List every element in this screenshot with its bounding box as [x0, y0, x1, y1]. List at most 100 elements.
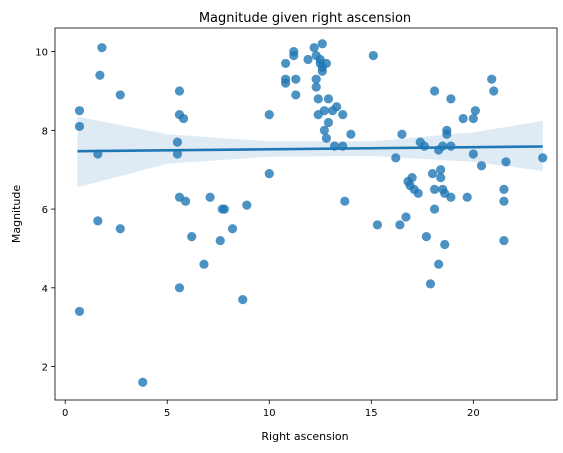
- data-point: [317, 66, 327, 76]
- data-point: [280, 78, 291, 88]
- data-point: [115, 224, 125, 234]
- data-point: [181, 196, 191, 206]
- data-point: [442, 129, 452, 139]
- data-point: [178, 113, 189, 124]
- y-tick-label: 6: [42, 205, 48, 216]
- data-point: [74, 106, 85, 116]
- x-tick-label: 5: [164, 408, 170, 419]
- data-point: [319, 106, 329, 116]
- data-point: [501, 157, 511, 167]
- confidence-band: [77, 116, 543, 188]
- data-point: [446, 94, 456, 104]
- x-axis: 0 5 10 15 20: [62, 400, 480, 419]
- data-point: [489, 86, 499, 96]
- data-point: [321, 133, 332, 143]
- data-point: [476, 161, 487, 171]
- data-point: [332, 102, 342, 112]
- data-point: [429, 204, 440, 214]
- data-point: [321, 58, 332, 69]
- data-point: [74, 121, 85, 132]
- data-point: [242, 200, 252, 210]
- data-point: [172, 137, 183, 147]
- regression-line: [77, 145, 543, 153]
- plot-area: [74, 39, 548, 387]
- data-point: [97, 43, 107, 53]
- data-point: [227, 224, 238, 234]
- data-point: [346, 129, 356, 139]
- data-point: [407, 172, 417, 183]
- x-tick-label: 15: [365, 408, 378, 419]
- data-point: [93, 216, 103, 226]
- data-point: [372, 220, 383, 230]
- data-point: [115, 90, 125, 100]
- data-point: [419, 141, 429, 151]
- data-point: [291, 90, 301, 100]
- data-point: [397, 129, 407, 139]
- data-point: [74, 306, 85, 317]
- y-axis-label: Magnitude: [10, 185, 23, 244]
- x-tick-label: 0: [62, 408, 68, 419]
- data-point: [434, 259, 444, 269]
- data-point: [427, 169, 438, 179]
- data-point: [499, 196, 509, 206]
- data-point: [499, 235, 509, 246]
- data-point: [174, 86, 185, 96]
- data-point: [138, 377, 148, 387]
- x-tick-label: 20: [467, 408, 480, 419]
- data-point: [174, 283, 185, 293]
- data-point: [172, 149, 183, 159]
- data-point: [425, 279, 436, 289]
- data-point: [187, 232, 197, 242]
- data-point: [303, 54, 313, 65]
- data-point: [313, 94, 323, 104]
- y-tick-label: 2: [42, 363, 48, 374]
- data-point: [446, 192, 456, 202]
- plot-frame: [54, 27, 558, 401]
- data-point: [238, 295, 248, 305]
- data-point: [470, 106, 480, 116]
- data-point: [264, 110, 274, 120]
- data-point: [205, 192, 215, 202]
- data-point: [291, 74, 301, 84]
- data-point: [468, 149, 478, 159]
- data-point: [429, 86, 440, 96]
- x-tick-label: 10: [263, 408, 276, 419]
- data-point: [264, 169, 274, 179]
- data-point: [499, 184, 509, 194]
- data-point: [436, 165, 446, 175]
- data-point: [340, 196, 350, 206]
- data-point: [311, 74, 321, 84]
- data-point: [323, 117, 334, 128]
- x-axis-label: Right ascension: [261, 430, 348, 443]
- data-point: [395, 220, 405, 230]
- data-point: [440, 239, 450, 250]
- data-point: [429, 184, 440, 194]
- data-point: [487, 74, 497, 84]
- y-tick-label: 4: [42, 284, 48, 295]
- y-tick-label: 8: [42, 126, 48, 137]
- data-point: [280, 58, 291, 69]
- data-point: [368, 50, 378, 61]
- data-point: [215, 235, 225, 246]
- data-point: [317, 39, 327, 49]
- data-point: [289, 50, 299, 61]
- data-point: [468, 113, 478, 124]
- data-point: [338, 110, 348, 120]
- data-point: [462, 192, 472, 202]
- data-point: [219, 204, 229, 214]
- data-point: [421, 232, 431, 242]
- data-point: [391, 153, 401, 163]
- data-point: [458, 113, 468, 124]
- data-point: [538, 153, 548, 163]
- y-axis: 2 4 6 8 10: [35, 48, 55, 374]
- data-point: [413, 188, 423, 198]
- data-point: [95, 70, 105, 80]
- data-point: [438, 141, 448, 151]
- data-point: [436, 172, 446, 183]
- data-point: [323, 94, 334, 104]
- y-tick-label: 10: [35, 48, 48, 59]
- data-point: [319, 125, 329, 135]
- data-point: [199, 259, 209, 269]
- data-point: [311, 82, 321, 92]
